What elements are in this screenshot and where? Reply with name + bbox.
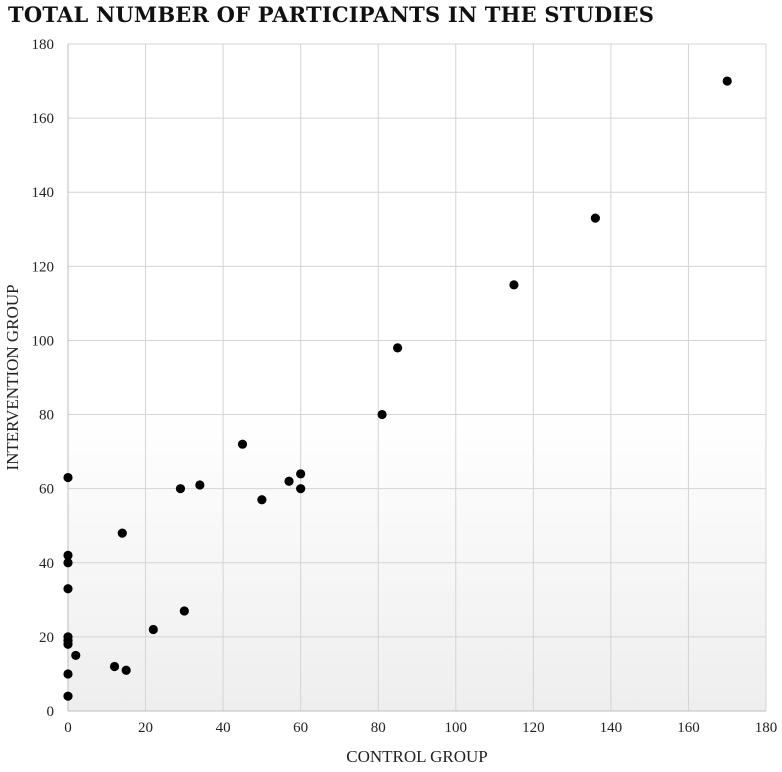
x-tick-label: 160 — [677, 720, 700, 736]
x-tick-label: 40 — [216, 720, 231, 736]
data-point — [284, 476, 294, 486]
x-tick-label: 0 — [64, 720, 72, 736]
data-point — [117, 528, 127, 538]
data-point — [175, 484, 186, 494]
y-tick-label: 80 — [39, 408, 54, 424]
x-tick-label: 60 — [293, 720, 308, 736]
data-point — [393, 343, 403, 353]
data-point — [296, 484, 306, 494]
y-tick-label: 140 — [32, 185, 55, 201]
data-point — [71, 650, 81, 661]
data-point — [148, 624, 158, 635]
data-point — [63, 550, 73, 560]
chart-title: TOTAL NUMBER OF PARTICIPANTS IN THE STUD… — [8, 2, 655, 27]
data-point — [179, 606, 189, 616]
x-tick-label: 120 — [522, 720, 545, 736]
y-axis-label: INTERVENTION GROUP — [3, 284, 22, 470]
data-point — [63, 691, 73, 701]
y-tick-label: 180 — [32, 37, 55, 53]
data-point — [109, 661, 120, 672]
data-point — [257, 495, 267, 505]
data-point — [296, 469, 306, 479]
data-points — [63, 76, 732, 701]
data-point — [377, 409, 387, 420]
plot-area — [68, 44, 766, 711]
y-tick-label: 120 — [32, 259, 55, 275]
x-tick-label: 180 — [755, 720, 778, 736]
x-tick-label: 20 — [138, 720, 153, 736]
y-tick-label: 0 — [47, 704, 55, 720]
x-tick-label: 80 — [371, 720, 386, 736]
y-tick-label: 160 — [32, 111, 55, 127]
tick-labels: 0 20 40 60 80 100 120 140 160 180 0 20 40 60 80 100 120 1… — [32, 37, 778, 736]
data-point — [63, 584, 73, 594]
x-tick-label: 100 — [445, 720, 468, 736]
data-point — [63, 639, 73, 649]
data-point — [237, 439, 248, 449]
data-point — [121, 665, 131, 675]
data-point — [63, 472, 73, 483]
data-point — [63, 558, 73, 568]
axes — [67, 44, 766, 712]
data-point — [590, 213, 600, 223]
data-point — [63, 669, 73, 679]
x-tick-label: 140 — [600, 720, 623, 736]
y-tick-label: 40 — [39, 556, 54, 572]
y-tick-label: 20 — [39, 630, 54, 646]
data-point — [722, 76, 732, 86]
y-tick-label: 100 — [32, 333, 55, 349]
y-tick-label: 60 — [39, 482, 54, 498]
data-point — [195, 480, 205, 490]
x-axis-label: CONTROL GROUP — [346, 747, 488, 766]
data-point — [509, 280, 519, 290]
